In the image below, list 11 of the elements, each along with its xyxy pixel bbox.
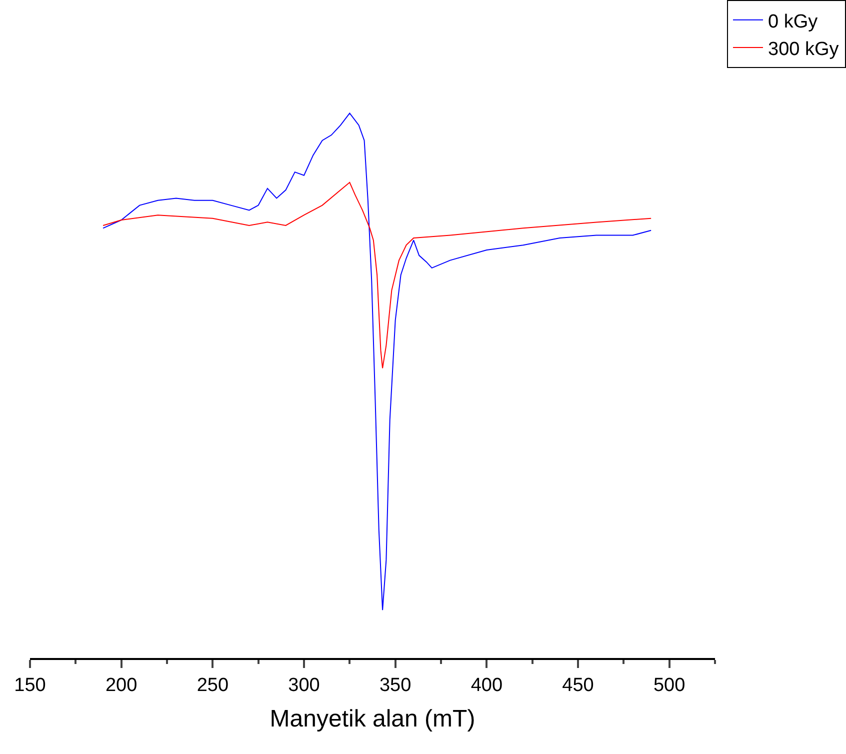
x-tick-label: 150: [14, 674, 46, 696]
x-axis-title: Manyetik alan (mT): [270, 706, 476, 733]
legend-label: 300 kGy: [768, 38, 840, 60]
x-tick-label: 500: [653, 674, 686, 696]
x-tick-label: 400: [470, 674, 503, 696]
x-tick-label: 300: [288, 674, 320, 696]
legend-label: 0 kGy: [768, 11, 818, 32]
x-tick-label: 450: [562, 674, 594, 696]
x-tick-label: 200: [105, 674, 138, 696]
x-tick-label: 350: [379, 674, 412, 696]
x-tick-label: 250: [196, 674, 229, 696]
